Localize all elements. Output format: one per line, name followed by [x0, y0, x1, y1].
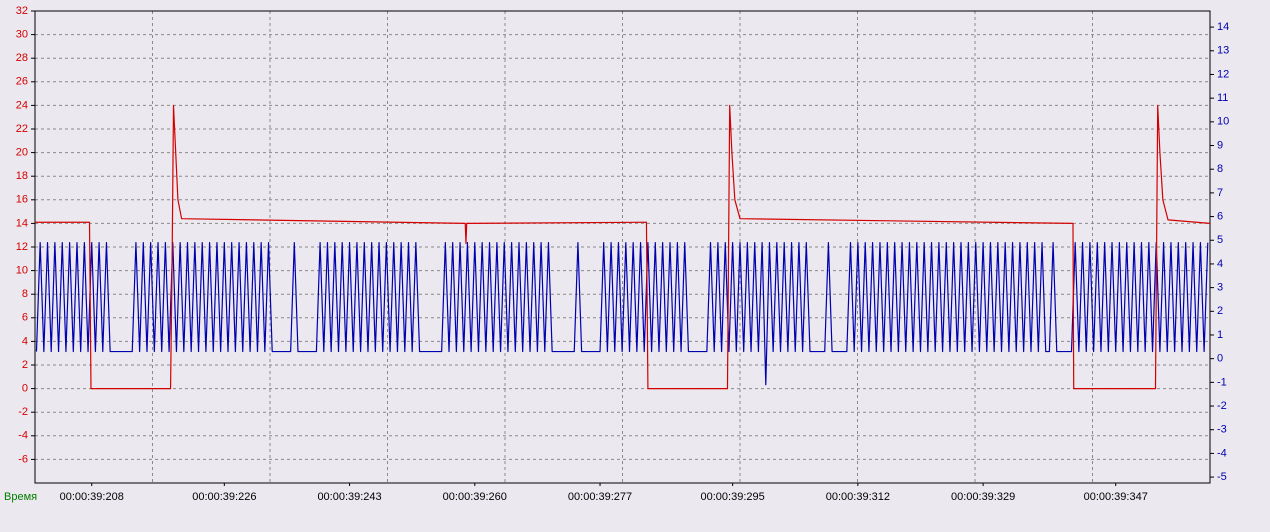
- y-tick-label: 0: [22, 383, 28, 395]
- y-tick-label: 26: [16, 76, 28, 88]
- x-tick-label: 00:00:39:295: [701, 491, 765, 503]
- y2-tick-label: -3: [1217, 424, 1227, 436]
- y2-tick-label: 11: [1217, 92, 1228, 104]
- y-tick-label: -4: [18, 430, 28, 442]
- y2-tick-label: 3: [1217, 282, 1223, 294]
- y2-tick-label: 13: [1217, 45, 1229, 57]
- y2-tick-label: -2: [1217, 400, 1227, 412]
- y2-tick-label: 0: [1217, 353, 1223, 365]
- y2-tick-label: 9: [1217, 139, 1223, 151]
- y2-tick-label: 10: [1217, 116, 1229, 128]
- y-tick-label: -2: [18, 406, 28, 418]
- y-tick-label: 24: [16, 99, 28, 111]
- y2-tick-label: 4: [1217, 258, 1223, 270]
- series-line: [35, 242, 1209, 386]
- y-tick-label: 22: [16, 123, 28, 135]
- y-tick-label: 20: [16, 147, 28, 159]
- x-tick-label: 00:00:39:208: [60, 491, 124, 503]
- x-tick-label: 00:00:39:260: [443, 491, 507, 503]
- y2-tick-label: 7: [1217, 187, 1223, 199]
- y2-tick-label: 5: [1217, 234, 1223, 246]
- y-tick-label: 6: [22, 312, 28, 324]
- y-tick-label: 2: [22, 359, 28, 371]
- y-tick-label: 16: [16, 194, 28, 206]
- x-tick-label: 00:00:39:347: [1084, 491, 1148, 503]
- y2-tick-label: 14: [1217, 21, 1229, 33]
- y-tick-label: 32: [16, 5, 28, 17]
- x-tick-label: 00:00:39:243: [317, 491, 381, 503]
- y-tick-label: 30: [16, 29, 28, 41]
- y-tick-label: 14: [16, 217, 28, 229]
- y2-tick-label: 8: [1217, 163, 1223, 175]
- y2-tick-label: -4: [1217, 447, 1227, 459]
- x-tick-label: 00:00:39:329: [951, 491, 1015, 503]
- x-axis-label: Время: [4, 491, 37, 503]
- y2-tick-label: 6: [1217, 210, 1223, 222]
- y-tick-label: 12: [16, 241, 28, 253]
- y-tick-label: 18: [16, 170, 28, 182]
- x-tick-label: 00:00:39:312: [826, 491, 890, 503]
- y-tick-label: 8: [22, 288, 28, 300]
- y2-tick-label: 12: [1217, 68, 1229, 80]
- x-tick-label: 00:00:39:226: [192, 491, 256, 503]
- y-tick-label: 28: [16, 52, 28, 64]
- series-line: [35, 104, 1211, 390]
- plot-frame: [34, 10, 1211, 484]
- y2-tick-label: -1: [1217, 376, 1227, 388]
- y2-tick-label: 1: [1217, 329, 1223, 341]
- y2-tick-label: -5: [1217, 471, 1227, 483]
- y2-tick-label: 2: [1217, 305, 1223, 317]
- y-tick-label: 4: [22, 335, 28, 347]
- y-tick-label: -6: [18, 453, 28, 465]
- x-tick-label: 00:00:39:277: [568, 491, 632, 503]
- y-tick-label: 10: [16, 265, 28, 277]
